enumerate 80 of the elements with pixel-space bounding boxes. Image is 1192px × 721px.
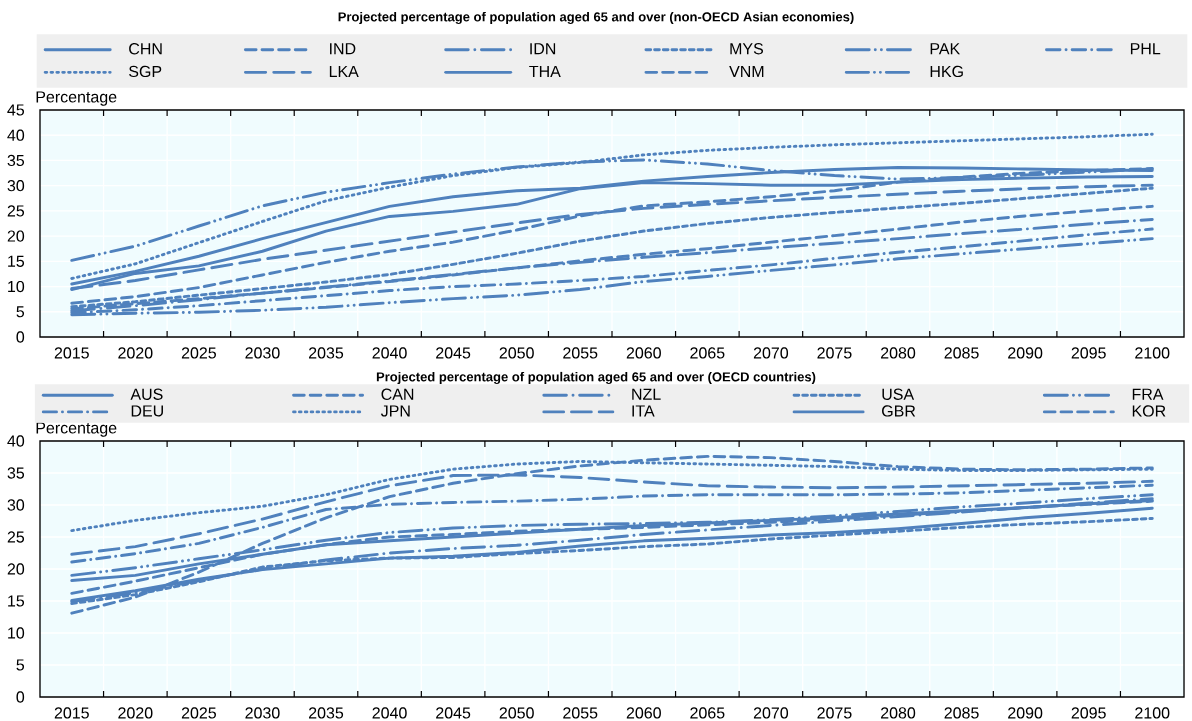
chart-title: Projected percentage of population aged 65 and over (OECD countries) [376,371,816,385]
x-tick-label: 2070 [753,707,789,719]
y-tick-label: 20 [7,230,25,242]
x-tick-label: 2095 [1071,707,1106,719]
legend-label: USA [882,388,915,400]
y-tick-label: 25 [7,531,25,543]
x-tick-label: 2070 [753,347,789,359]
legend-label: CAN [381,388,414,400]
x-tick-label: 2085 [944,707,979,719]
x-tick-label: 2090 [1008,707,1043,719]
y-tick-label: 25 [7,205,25,217]
legend-label: LKA [329,65,359,77]
x-tick-label: 2065 [690,707,725,719]
y-tick-label: 0 [16,691,25,703]
x-tick-label: 2025 [181,707,216,719]
y-tick-label: 35 [7,467,25,479]
legend-label: HKG [930,65,963,78]
y-tick-label: 35 [7,154,25,167]
x-tick-label: 2050 [499,347,534,359]
x-tick-label: 2090 [1008,347,1043,359]
x-tick-label: 2075 [817,347,852,359]
x-tick-label: 2055 [563,347,598,359]
x-tick-label: 2045 [436,707,471,719]
x-tick-label: 2045 [436,347,471,359]
chart-title: Projected percentage of population aged 65 and over (non-OECD Asian economies) [338,11,854,25]
x-tick-label: 2085 [944,347,979,359]
x-tick-label: 2020 [118,347,153,359]
x-tick-label: 2015 [54,707,89,719]
legend-label: IDN [530,43,556,55]
y-tick-label: 45 [7,104,25,116]
legend-label: KOR [1132,405,1166,417]
legend-label: PAK [930,43,961,55]
y-tick-label: 5 [16,659,25,671]
x-tick-label: 2060 [626,347,661,359]
y-tick-label: 30 [7,499,25,511]
legend-label: JPN [380,405,410,417]
y-tick-label: 30 [7,180,25,192]
y-tick-label: 10 [8,280,25,293]
x-tick-label: 2100 [1135,347,1170,359]
x-tick-label: 2030 [245,347,280,359]
legend-label: GBR [882,405,916,417]
y-tick-label: 5 [16,306,25,318]
legend-label: PHL [1130,43,1161,55]
legend-label: SGP [129,65,162,78]
x-tick-label: 2055 [563,707,598,719]
x-tick-label: 2050 [499,707,534,719]
x-tick-label: 2040 [372,347,407,359]
y-tick-label: 40 [7,435,25,447]
y-tick-label: 20 [7,563,25,575]
x-tick-label: 2035 [309,707,344,719]
legend-label: THA [529,65,561,77]
legend-label: DEU [131,405,163,417]
legend-label: IND [330,43,356,55]
legend-label: FRA [1132,388,1164,400]
x-tick-label: 2075 [817,707,852,719]
x-tick-label: 2035 [309,347,344,359]
y-axis-title: Percentage [36,422,117,437]
y-axis-title: Percentage [36,91,117,106]
y-tick-label: 40 [7,129,25,141]
y-tick-label: 15 [8,255,25,267]
y-tick-label: 10 [8,627,25,639]
legend-label: AUS [130,388,163,400]
x-tick-label: 2015 [54,347,89,359]
x-tick-label: 2025 [181,347,216,359]
legend-label: ITA [632,405,655,417]
x-tick-label: 2065 [690,347,725,359]
legend-label: MYS [730,43,764,55]
x-tick-label: 2040 [372,707,407,719]
y-tick-label: 15 [8,595,25,607]
legend-label: CHN [129,43,162,55]
x-tick-label: 2100 [1135,707,1170,719]
x-tick-label: 2095 [1071,347,1106,359]
x-tick-label: 2080 [881,707,916,719]
y-tick-label: 0 [16,331,25,343]
x-tick-label: 2060 [626,707,661,719]
x-tick-label: 2080 [881,347,916,359]
x-tick-label: 2030 [245,707,280,719]
legend-label: VNM [729,65,764,77]
x-tick-label: 2020 [118,707,153,719]
legend-label: NZL [632,388,661,400]
